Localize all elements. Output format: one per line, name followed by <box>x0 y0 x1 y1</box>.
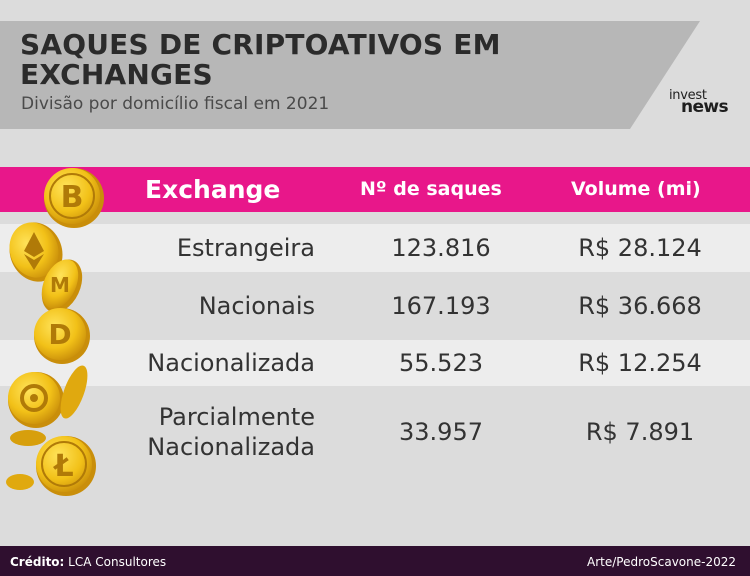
footer-credit: Crédito: LCA Consultores <box>10 555 166 569</box>
litecoin-coin-icon: Ł <box>36 436 96 496</box>
row-name: Nacionalizada <box>147 349 315 377</box>
row-volume: R$ 28.124 <box>578 234 702 262</box>
column-header-volume: Volume (mi) <box>571 178 701 200</box>
row-volume: R$ 12.254 <box>578 349 702 377</box>
title-line-1: SAQUES DE CRIPTOATIVOS EM <box>20 28 501 61</box>
logo-invest: invest <box>669 88 707 103</box>
title-line-2: EXCHANGES <box>20 58 213 91</box>
table-row: Nacionalizada 55.523 R$ 12.254 <box>0 340 750 386</box>
svg-text:D: D <box>48 318 71 351</box>
table-row: Nacionais 167.193 R$ 36.668 <box>0 272 750 340</box>
footer-art-credit: Arte/PedroScavone-2022 <box>587 555 736 569</box>
svg-text:Ł: Ł <box>52 449 73 484</box>
row-volume: R$ 36.668 <box>578 292 702 320</box>
row-saques: 123.816 <box>391 234 491 262</box>
row-saques: 167.193 <box>391 292 491 320</box>
bitcoin-coin-icon: B <box>44 168 104 228</box>
page-subtitle: Divisão por domicílio fiscal em 2021 <box>21 94 330 114</box>
table-header: Exchange Nº de saques Volume (mi) <box>0 167 750 212</box>
footer: Crédito: LCA Consultores Arte/PedroScavo… <box>0 546 750 576</box>
ripple-coin-icon <box>8 372 64 428</box>
row-name: Estrangeira <box>176 234 315 262</box>
svg-text:M: M <box>50 273 70 297</box>
monero-coin-icon: M <box>41 259 83 313</box>
page-title: SAQUES DE CRIPTOATIVOS EM EXCHANGES <box>20 30 501 90</box>
coin-edge-icon <box>6 474 34 490</box>
credit-label: Crédito: <box>10 555 65 569</box>
table-row: Estrangeira 123.816 R$ 28.124 <box>0 224 750 272</box>
credit-value: LCA Consultores <box>64 555 167 569</box>
svg-text:B: B <box>61 180 84 215</box>
column-header-saques: Nº de saques <box>360 178 502 200</box>
crypto-coins-illustration: B M D Ł <box>6 168 104 496</box>
table-row: Parcialmente Nacionalizada 33.957 R$ 7.8… <box>0 386 750 478</box>
row-saques: 55.523 <box>399 349 483 377</box>
header-band <box>0 21 700 129</box>
row-saques: 33.957 <box>399 418 483 446</box>
coin-edge-icon <box>10 365 88 446</box>
row-volume: R$ 7.891 <box>585 418 695 446</box>
logo-news: news <box>681 97 729 117</box>
dash-coin-icon: D <box>34 308 90 364</box>
row-name: Parcialmente Nacionalizada <box>147 403 315 461</box>
ethereum-coin-icon <box>9 222 63 282</box>
column-header-exchange: Exchange <box>145 175 281 204</box>
investnews-logo: invest news <box>669 88 729 120</box>
row-name: Nacionais <box>198 292 315 320</box>
